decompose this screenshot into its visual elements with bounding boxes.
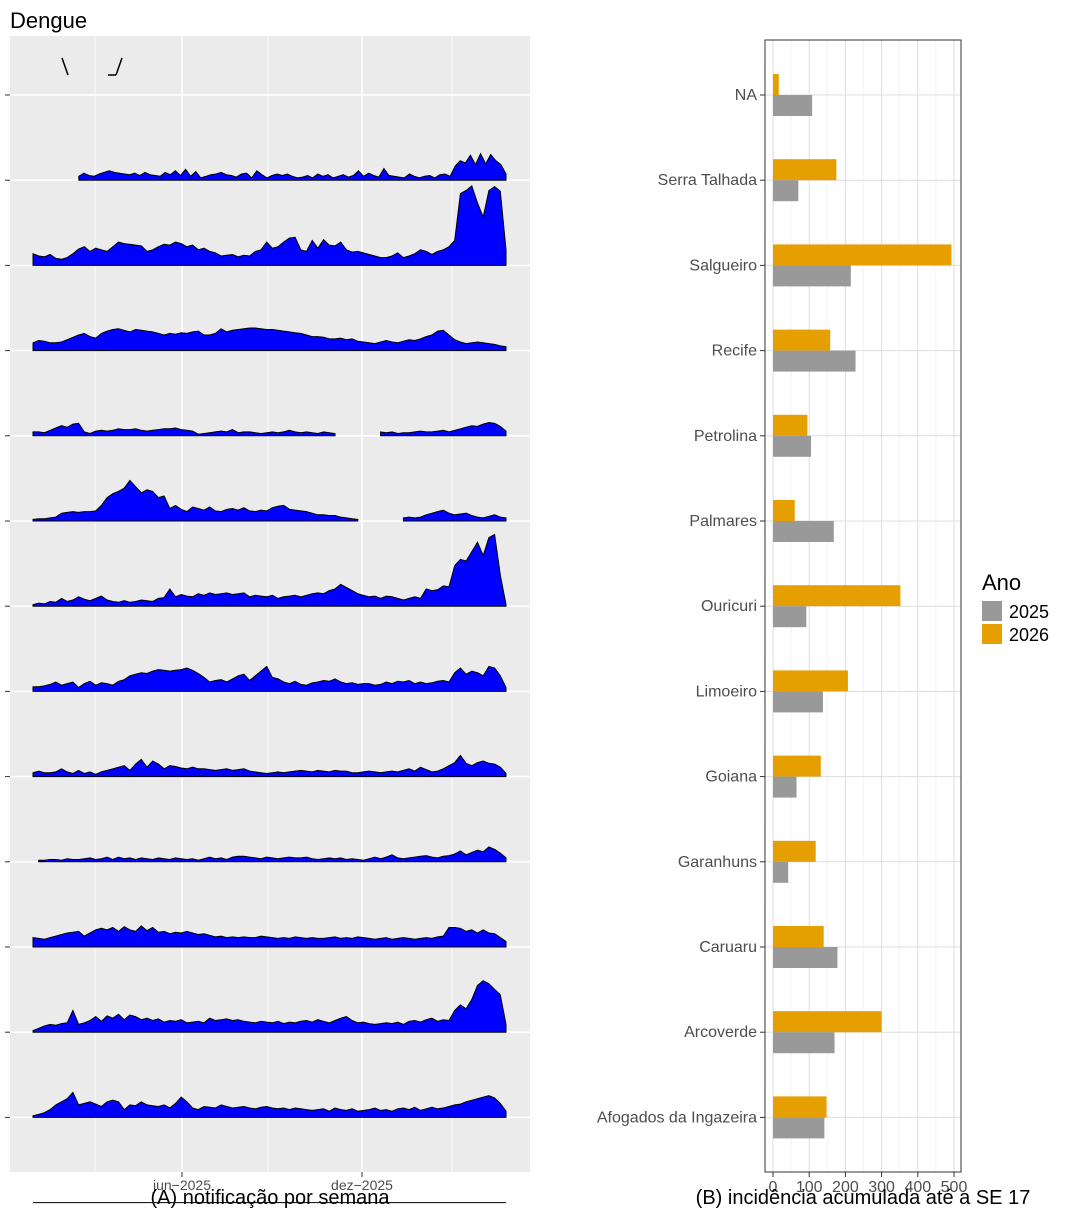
panel-b-x-tick-label: 300 xyxy=(868,1179,895,1196)
category-label: Goiana xyxy=(705,769,757,786)
panel-b-bars xyxy=(773,74,952,1139)
panel-b-x-tick-label: 100 xyxy=(796,1179,823,1196)
panel-b-x-tick-label: 0 xyxy=(769,1179,778,1196)
panel-b-x-tick-label: 400 xyxy=(904,1179,931,1196)
area-row-10 xyxy=(32,925,507,948)
legend-label-2025: 2025 xyxy=(1009,602,1049,622)
category-label: Arcoverde xyxy=(684,1024,757,1041)
area-row-4 xyxy=(32,422,336,437)
category-label: Serra Talhada xyxy=(658,172,757,189)
panel-a-decorations xyxy=(61,57,123,76)
bar-2025 xyxy=(773,947,838,968)
category-label: NA xyxy=(735,87,758,104)
panel-b-category-labels: NA Serra Talhada Salgueiro Recife Petrolina P… xyxy=(597,87,765,1126)
bar-2025 xyxy=(773,265,851,287)
category-label: Limoeiro xyxy=(696,683,757,700)
category-label: Garanhuns xyxy=(678,854,757,871)
panel-b-incidence-chart: NA Serra Talhada Salgueiro Recife Petrolina P… xyxy=(597,39,1031,1209)
area-row-7 xyxy=(32,665,507,692)
bar-2026 xyxy=(773,840,816,862)
bar-2026 xyxy=(773,414,808,436)
category-label: Salgueiro xyxy=(689,257,757,274)
area-row-5 xyxy=(402,509,507,522)
legend-label-2026: 2026 xyxy=(1009,625,1049,645)
category-label: Petrolina xyxy=(694,428,757,445)
panel-a-x-tick-label: jun−2025 xyxy=(152,1177,211,1193)
area-row-1 xyxy=(78,152,507,181)
area-row-3 xyxy=(32,327,507,352)
decoration-slash-mark xyxy=(115,57,123,76)
bar-2026 xyxy=(773,670,848,692)
panel-a-x-ticks: jun−2025 dez−2025 xyxy=(152,1172,393,1193)
bar-2025 xyxy=(773,350,856,372)
bar-2026 xyxy=(773,926,824,947)
bar-2026 xyxy=(773,500,795,521)
area-row-9 xyxy=(38,846,507,863)
bar-2025 xyxy=(773,435,812,457)
category-label: Afogados da Ingazeira xyxy=(597,1109,757,1126)
area-row-6 xyxy=(32,533,507,607)
panel-b-x-axis-title: (B) incidência acumulada até a SE 17 xyxy=(696,1187,1031,1209)
bar-2025 xyxy=(773,180,799,202)
legend: Ano 2025 2026 xyxy=(982,570,1049,645)
bar-2026 xyxy=(773,1011,882,1033)
area-row-12 xyxy=(32,1091,507,1118)
panel-a-y-ticks xyxy=(5,94,10,1118)
panel-a-area-rows xyxy=(32,152,507,1204)
bar-2026 xyxy=(773,244,952,266)
area-row-2 xyxy=(32,184,507,266)
legend-swatch-2025 xyxy=(982,601,1002,621)
panel-b-x-ticks: 0 100 200 300 400 500 xyxy=(769,1172,968,1196)
decoration-backslash-mark xyxy=(61,57,69,76)
bar-2025 xyxy=(773,1117,825,1139)
bar-2025 xyxy=(773,691,823,713)
bar-2026 xyxy=(773,1096,827,1118)
bar-2026 xyxy=(773,159,837,181)
bar-2025 xyxy=(773,521,834,542)
page-title: Dengue xyxy=(10,8,88,33)
panel-b-x-tick-label: 200 xyxy=(832,1179,859,1196)
legend-title: Ano xyxy=(982,570,1021,595)
area-row-11 xyxy=(32,980,507,1033)
bar-2025 xyxy=(773,776,797,798)
bar-2025 xyxy=(773,861,789,883)
bar-2026 xyxy=(773,329,831,351)
bar-2026 xyxy=(773,585,901,607)
category-label: Recife xyxy=(712,343,757,360)
category-label: Ouricuri xyxy=(701,598,757,615)
panel-a-x-axis-title: (A) notificação por semana xyxy=(150,1187,390,1209)
panel-a-x-tick-label: dez−2025 xyxy=(331,1177,393,1193)
bar-2026 xyxy=(773,74,779,95)
bar-2025 xyxy=(773,1032,835,1054)
category-label: Caruaru xyxy=(699,939,757,956)
panel-a-notification-chart: jun−2025 dez−2025 (A) notificação por sem… xyxy=(5,36,530,1209)
area-row-4 xyxy=(380,421,507,437)
area-row-5 xyxy=(32,479,359,522)
category-label: Palmares xyxy=(689,513,757,530)
legend-swatch-2026 xyxy=(982,624,1002,644)
area-row-8 xyxy=(32,754,507,778)
bar-2025 xyxy=(773,95,813,116)
bar-2025 xyxy=(773,606,807,628)
panel-b-x-tick-label: 500 xyxy=(941,1179,968,1196)
bar-2026 xyxy=(773,755,821,777)
